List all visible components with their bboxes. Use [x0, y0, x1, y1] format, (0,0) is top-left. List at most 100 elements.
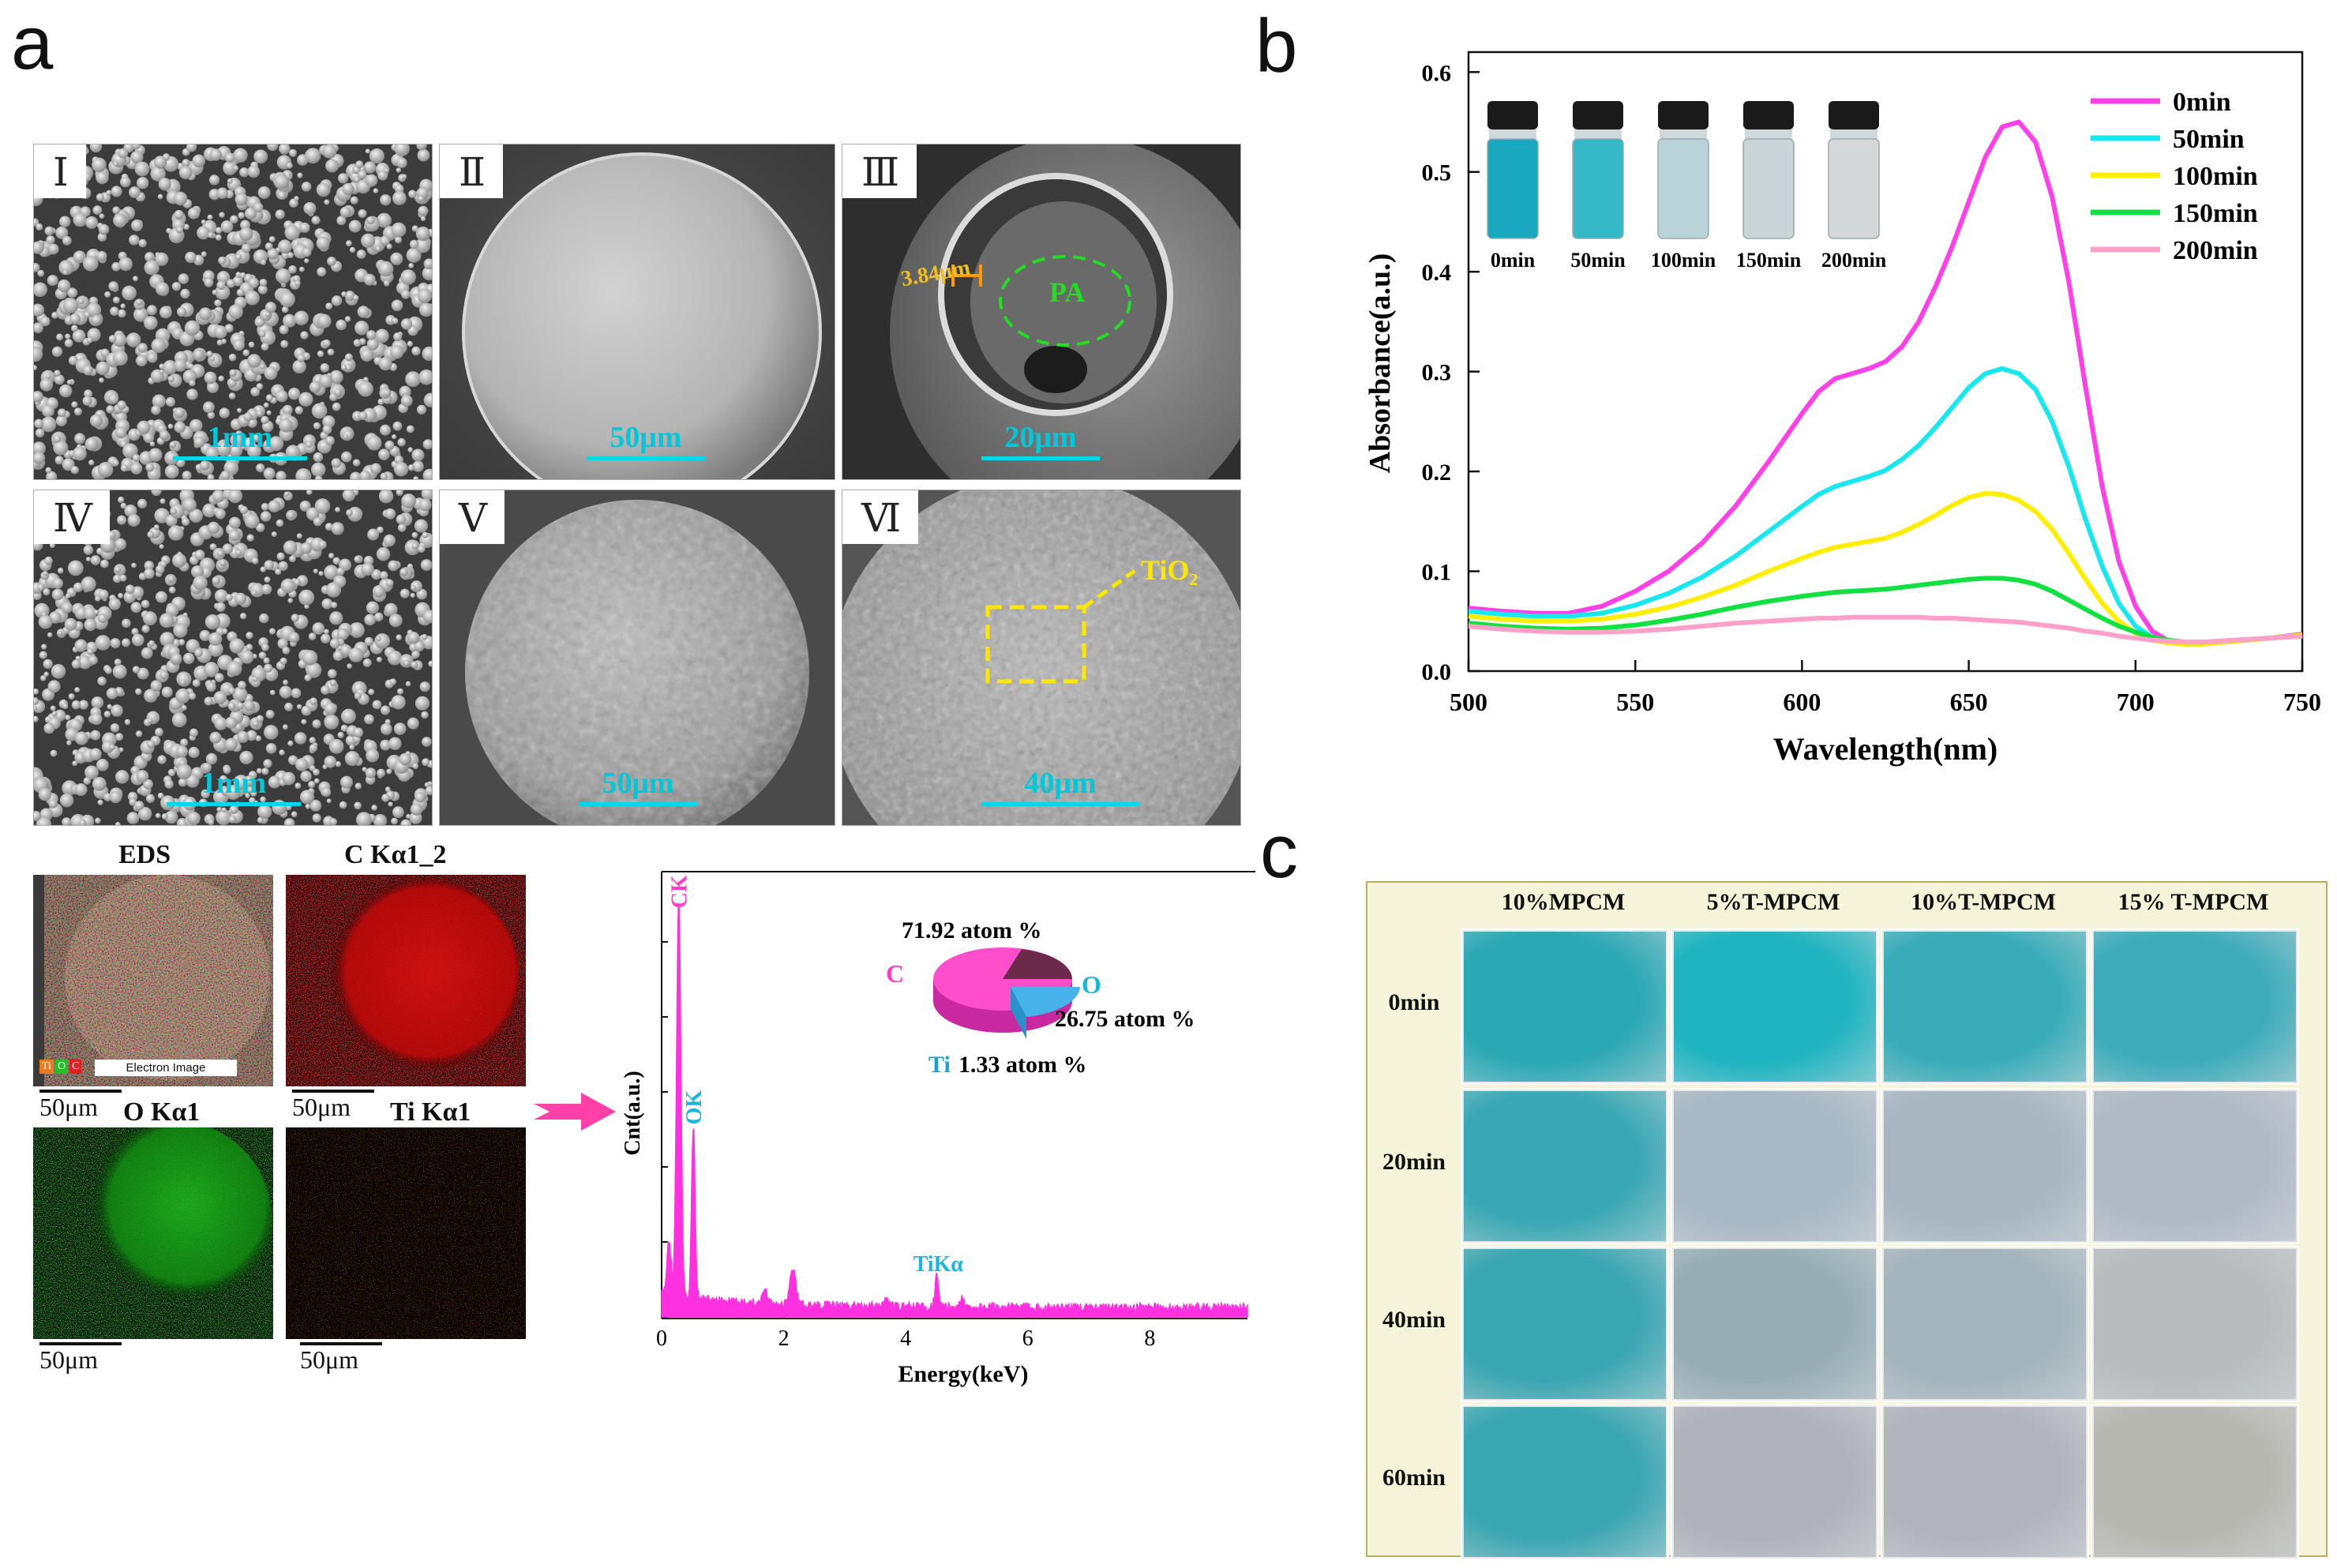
microsphere-particle — [297, 172, 303, 178]
microsphere-particle — [374, 633, 391, 649]
microsphere-particle — [245, 793, 250, 798]
microsphere-particle — [380, 194, 392, 206]
microsphere-particle — [42, 404, 54, 418]
microsphere-particle — [364, 636, 373, 647]
microsphere-particle — [396, 167, 401, 173]
microsphere-particle — [400, 819, 411, 825]
microsphere-particle — [122, 618, 131, 628]
microsphere-particle — [418, 369, 432, 385]
scale-bar-line — [579, 802, 697, 806]
microsphere-particle — [151, 490, 162, 497]
microsphere-particle — [114, 658, 122, 666]
microsphere-particle — [253, 149, 268, 164]
microsphere-particle — [252, 433, 261, 442]
microsphere-particle — [324, 756, 337, 768]
microsphere-particle — [192, 679, 201, 688]
microsphere-particle — [141, 599, 150, 609]
legend-label-200min: 200min — [2173, 236, 2258, 265]
microsphere-particle — [309, 737, 316, 744]
c-k-map — [286, 875, 526, 1086]
microsphere-particle — [353, 727, 364, 738]
microsphere-particle — [114, 565, 122, 573]
microsphere-particle — [265, 743, 277, 754]
microsphere-particle — [81, 576, 96, 592]
microsphere-particle — [143, 433, 155, 444]
spectrum-x-tick-label: 4 — [900, 1326, 911, 1351]
microsphere-particle — [177, 306, 187, 317]
microsphere-particle — [311, 403, 328, 419]
coating-photo — [1462, 1405, 1667, 1559]
microsphere-particle — [380, 235, 390, 246]
microsphere-particle — [212, 289, 218, 295]
eds-spectrum-chart: 0 2 4 6 8 CK OK TiKα Cnt(a.u.) Energy(keV) 71.… — [621, 871, 1255, 1387]
microsphere-particle — [34, 241, 44, 254]
microsphere-particle — [386, 768, 392, 775]
microsphere-particle — [209, 731, 222, 744]
microsphere-particle — [407, 464, 415, 471]
legend-c: C — [69, 1060, 82, 1074]
composition-pie — [933, 947, 1080, 1039]
microsphere-particle — [282, 771, 296, 786]
microsphere-particle — [222, 628, 228, 635]
microsphere-particle — [279, 418, 293, 433]
microsphere-particle — [34, 365, 38, 371]
vial-cap-icon — [1487, 101, 1538, 129]
microsphere-particle — [95, 817, 101, 824]
uv-y-tick-label: 0.2 — [1422, 460, 1452, 486]
microsphere-particle — [85, 216, 99, 229]
microsphere-particle — [182, 517, 190, 527]
microsphere-particle — [189, 508, 203, 523]
microsphere-particle — [327, 257, 336, 266]
microsphere-particle — [51, 588, 64, 601]
microsphere-particle — [51, 664, 66, 679]
microsphere-particle — [401, 493, 416, 508]
scale-label: 1mm — [207, 421, 273, 454]
microsphere-particle — [312, 813, 321, 823]
microsphere-particle — [313, 517, 323, 527]
microsphere-particle — [159, 369, 164, 374]
uv-series-100min — [1468, 490, 2303, 647]
microsphere-particle — [414, 519, 428, 533]
microsphere-particle — [175, 745, 188, 758]
microsphere-particle — [301, 718, 307, 725]
microsphere-particle — [228, 815, 237, 823]
microsphere-particle — [219, 559, 227, 567]
microsphere-particle — [320, 363, 330, 373]
microsphere-particle — [377, 768, 385, 778]
microsphere-particle — [261, 583, 272, 595]
microsphere-particle — [45, 467, 52, 474]
microsphere-particle — [388, 737, 402, 750]
microsphere-particle — [130, 462, 143, 475]
eds-scale-3: 50μm — [39, 1342, 122, 1375]
microsphere-particle — [321, 787, 332, 797]
microsphere-particle — [112, 206, 121, 215]
microsphere-particle — [278, 561, 288, 572]
microsphere-particle — [422, 266, 432, 281]
sem-roman-label: Ⅳ — [34, 490, 110, 544]
microsphere-particle — [83, 545, 93, 555]
microsphere-particle — [405, 371, 421, 388]
microsphere-particle — [131, 144, 141, 150]
microsphere-particle — [294, 196, 299, 201]
microsphere-particle — [287, 740, 294, 747]
microsphere-particle — [202, 503, 216, 518]
microsphere-particle — [133, 276, 138, 282]
microsphere-particle — [406, 247, 422, 263]
microsphere-particle — [331, 602, 338, 609]
scale-bar: 1mm — [173, 420, 307, 460]
microsphere-particle — [257, 284, 268, 294]
microsphere-particle — [186, 144, 197, 152]
microsphere-particle — [114, 538, 127, 550]
eds-scale-2: 50μm — [292, 1090, 374, 1122]
microsphere-particle — [324, 628, 329, 635]
microsphere-particle — [401, 290, 411, 299]
microsphere-particle — [90, 713, 103, 726]
microsphere-particle — [178, 639, 186, 646]
uv-x-tick-label: 650 — [1950, 688, 1988, 716]
coating-photo — [1462, 1090, 1667, 1243]
microsphere-particle — [343, 434, 348, 440]
microsphere-particle — [189, 728, 198, 737]
microsphere-particle — [381, 793, 390, 802]
vial-neck — [1830, 129, 1877, 141]
microsphere-particle — [260, 259, 267, 265]
